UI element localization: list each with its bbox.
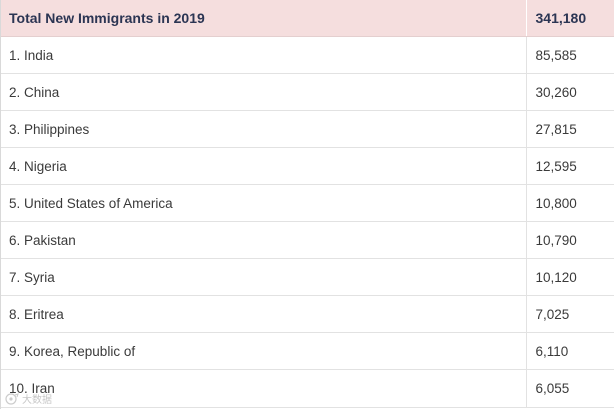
table-row: 7. Syria 10,120 (1, 258, 614, 296)
row-count: 10,790 (525, 221, 614, 259)
table-row: 9. Korea, Republic of 6,110 (1, 332, 614, 370)
row-country: 9. Korea, Republic of (1, 332, 526, 370)
row-country: 8. Eritrea (1, 295, 526, 333)
table-header-row: Total New Immigrants in 2019 341,180 (1, 0, 614, 37)
table-row: 2. China 30,260 (1, 73, 614, 111)
row-count: 10,120 (525, 258, 614, 296)
row-country: 3. Philippines (1, 110, 526, 148)
row-count: 12,595 (525, 147, 614, 185)
row-country: 7. Syria (1, 258, 526, 296)
row-country: 2. China (1, 73, 526, 111)
row-count: 27,815 (525, 110, 614, 148)
row-count: 85,585 (525, 36, 614, 74)
row-country: 4. Nigeria (1, 147, 526, 185)
table-row: 5. United States of America 10,800 (1, 184, 614, 222)
table-row: 4. Nigeria 12,595 (1, 147, 614, 185)
row-count: 6,055 (525, 369, 614, 408)
row-country: 1. India (1, 36, 526, 74)
table-row: 6. Pakistan 10,790 (1, 221, 614, 259)
row-country: 6. Pakistan (1, 221, 526, 259)
table-row: 1. India 85,585 (1, 36, 614, 74)
row-count: 6,110 (525, 332, 614, 370)
row-count: 10,800 (525, 184, 614, 222)
table-row: 8. Eritrea 7,025 (1, 295, 614, 333)
row-count: 7,025 (525, 295, 614, 333)
table-row: 3. Philippines 27,815 (1, 110, 614, 148)
row-country: 5. United States of America (1, 184, 526, 222)
table-row: 10. Iran 6,055 (1, 369, 614, 408)
row-country: 10. Iran (1, 369, 526, 408)
header-total-value: 341,180 (525, 0, 614, 37)
header-label: Total New Immigrants in 2019 (1, 0, 526, 37)
row-count: 30,260 (525, 73, 614, 111)
